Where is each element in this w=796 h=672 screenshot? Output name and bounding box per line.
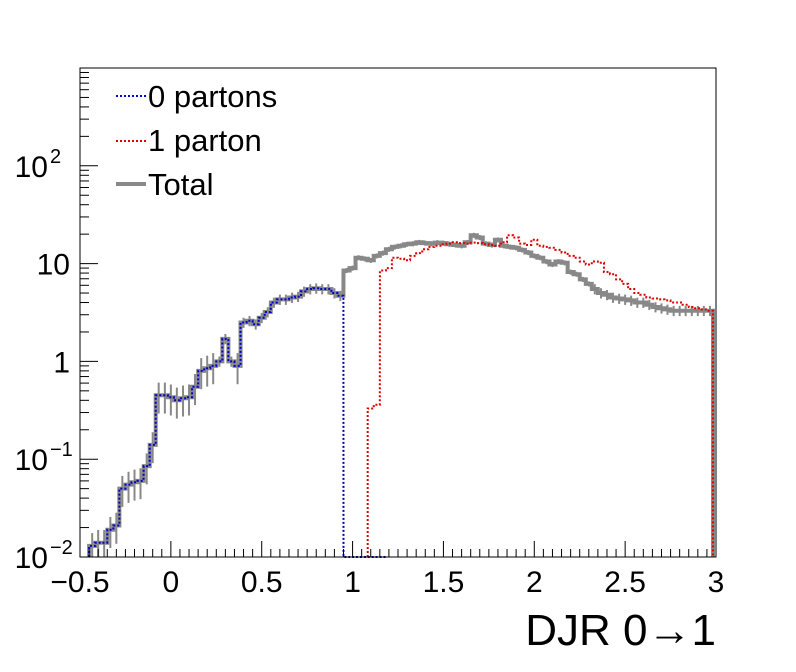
x-tick-label: 0 bbox=[163, 566, 180, 599]
x-tick-label: 0.5 bbox=[241, 566, 283, 599]
legend: 0 partons 1 parton Total bbox=[116, 79, 277, 202]
y-tick-label: 10 bbox=[15, 542, 48, 575]
x-tick-label: 2 bbox=[526, 566, 543, 599]
x-tick-label: 3 bbox=[708, 566, 725, 599]
legend-label-total: Total bbox=[148, 167, 213, 202]
y-tick-exponent: 2 bbox=[50, 146, 61, 168]
series-1-parton bbox=[366, 234, 714, 557]
y-tick-label: 10 bbox=[15, 444, 48, 477]
y-tick-label: 1 bbox=[53, 346, 70, 379]
series-total bbox=[87, 232, 715, 557]
legend-label-1-parton: 1 parton bbox=[148, 123, 262, 158]
x-axis-title: DJR 0→1 bbox=[525, 606, 716, 655]
x-tick-label: −0.5 bbox=[50, 566, 109, 599]
x-tick-label: 1 bbox=[344, 566, 361, 599]
legend-label-0-partons: 0 partons bbox=[148, 79, 277, 114]
y-tick-exponent: −2 bbox=[50, 537, 73, 559]
series-0-partons bbox=[88, 287, 386, 558]
x-tick-label: 1.5 bbox=[423, 566, 465, 599]
y-tick-label: 10 bbox=[37, 249, 70, 282]
y-tick-label: 10 bbox=[15, 151, 48, 184]
y-tick-exponent: −1 bbox=[50, 439, 73, 461]
series-line-0-partons bbox=[88, 287, 386, 558]
x-tick-label: 2.5 bbox=[604, 566, 646, 599]
series-line-1-parton bbox=[366, 234, 714, 557]
series-layer bbox=[87, 232, 715, 558]
